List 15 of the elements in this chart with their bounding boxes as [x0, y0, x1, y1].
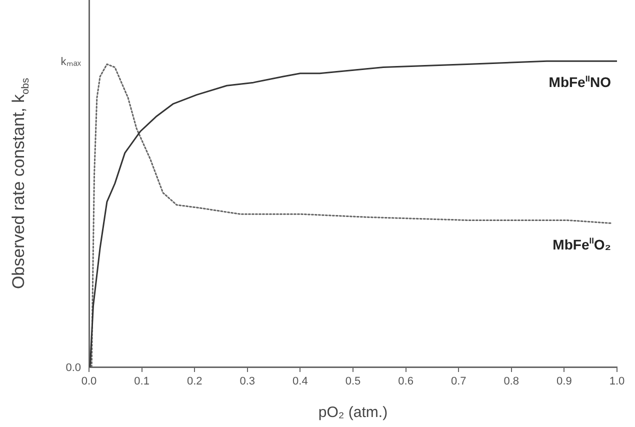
x-tick-label: 0.3 — [240, 376, 256, 388]
x-tick-label: 0.6 — [398, 376, 414, 388]
x-tick-label: 1.0 — [609, 376, 625, 388]
x-tick-label: 0.1 — [134, 376, 150, 388]
text: kₘₐₓ — [60, 56, 82, 68]
x-tick-label: 0.8 — [504, 376, 520, 388]
x-tick-label: 0.5 — [345, 376, 361, 388]
x-tick-label: 0.4 — [292, 376, 308, 388]
text: 0.0 — [66, 362, 82, 374]
x-tick-label: 0.2 — [186, 376, 202, 388]
x-axis-title: pO₂ (atm.) — [318, 404, 388, 421]
x-tick-label: 0.7 — [450, 376, 466, 388]
x-tick-label: 0.9 — [556, 376, 572, 388]
y-axis-title: Observed rate constant, kobs — [9, 78, 32, 290]
x-tick-label: 0.0 — [81, 376, 97, 388]
